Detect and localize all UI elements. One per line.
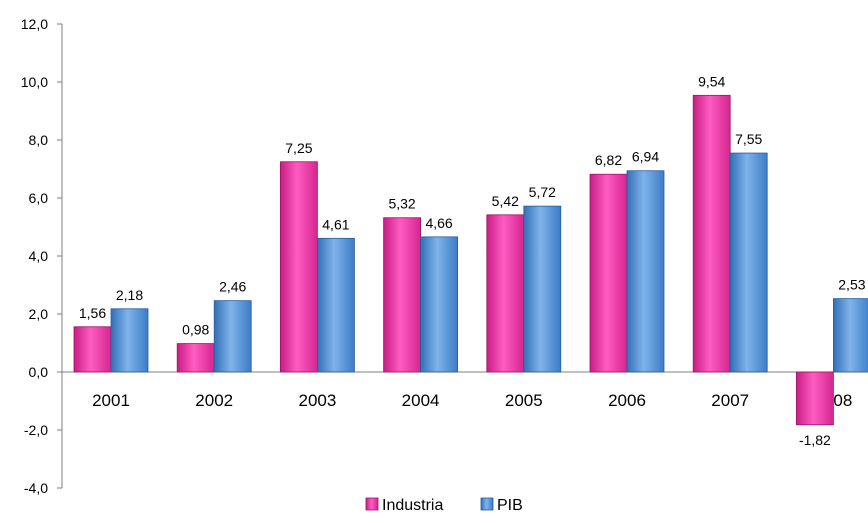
x-tick-label: 2002: [195, 391, 233, 410]
data-label-industria-2005: 5,42: [492, 193, 519, 209]
x-axis: 20012002200320042005200620072008: [62, 371, 868, 410]
data-label-industria-2007: 9,54: [698, 73, 725, 89]
data-label-pib-2002: 2,46: [219, 279, 246, 295]
data-label-industria-2004: 5,32: [388, 196, 415, 212]
data-label-pib-2001: 2,18: [116, 287, 143, 303]
bar-pib-2004: [420, 236, 459, 373]
y-tick-label: 0,0: [29, 364, 49, 380]
x-tick-label: 2006: [608, 391, 646, 410]
x-tick-label: 2003: [298, 391, 336, 410]
data-label-pib-2006: 6,94: [632, 149, 659, 165]
bar-industria-2004: [383, 217, 422, 373]
data-label-industria-2002: 0,98: [182, 322, 209, 338]
bar-pib-2003: [316, 237, 355, 373]
bar-industria-2002: [176, 343, 215, 373]
legend-label-pib: PIB: [497, 497, 523, 514]
data-label-industria-2003: 7,25: [285, 140, 312, 156]
bar-industria-2008: [796, 371, 834, 426]
bar-industria-2001: [73, 326, 112, 373]
data-label-pib-2005: 5,72: [529, 184, 556, 200]
legend-label-industria: Industria: [382, 497, 443, 514]
x-tick-label: 2007: [711, 391, 749, 410]
y-tick-label: 8,0: [29, 132, 49, 148]
x-tick-label: 2004: [402, 391, 440, 410]
data-labels: 1,56 2,18 0,98 2,46 7,25 4,61 5,32 4,66 5,42 5,72…: [79, 73, 866, 447]
y-tick-label: 10,0: [21, 74, 48, 90]
bar-industria-2006: [589, 173, 628, 373]
y-tick-label: 2,0: [29, 306, 49, 322]
data-label-industria-2008: -1,82: [799, 432, 831, 448]
data-label-pib-2003: 4,61: [322, 216, 349, 232]
legend: Industria PIB: [365, 497, 523, 514]
bar-industria-2007: [692, 94, 731, 373]
y-tick-label: -4,0: [24, 480, 48, 496]
legend-swatch-industria: [365, 497, 379, 511]
bar-pib-2001: [110, 308, 149, 373]
y-axis: 12,0 10,0 8,0 6,0 4,0 2,0 0,0 -2,0 -4,0: [21, 16, 63, 496]
bars: [73, 94, 868, 426]
bar-pib-2006: [626, 170, 665, 373]
bar-pib-2008: [833, 298, 868, 373]
legend-swatch-pib: [480, 497, 494, 511]
data-label-industria-2001: 1,56: [79, 305, 106, 321]
x-tick-label: 2001: [92, 391, 130, 410]
y-tick-label: 4,0: [29, 248, 49, 264]
data-label-pib-2007: 7,55: [735, 131, 762, 147]
y-tick-label: -2,0: [24, 422, 48, 438]
data-label-industria-2006: 6,82: [595, 152, 622, 168]
bar-industria-2003: [279, 161, 318, 373]
bar-pib-2005: [523, 205, 562, 373]
data-label-pib-2008: 2,53: [838, 277, 865, 293]
x-tick-label: 2005: [505, 391, 543, 410]
y-tick-label: 12,0: [21, 16, 48, 32]
bar-industria-2005: [486, 214, 525, 373]
bar-pib-2007: [729, 152, 768, 373]
bar-pib-2002: [213, 300, 252, 373]
y-tick-label: 6,0: [29, 190, 49, 206]
data-label-pib-2004: 4,66: [425, 215, 452, 231]
